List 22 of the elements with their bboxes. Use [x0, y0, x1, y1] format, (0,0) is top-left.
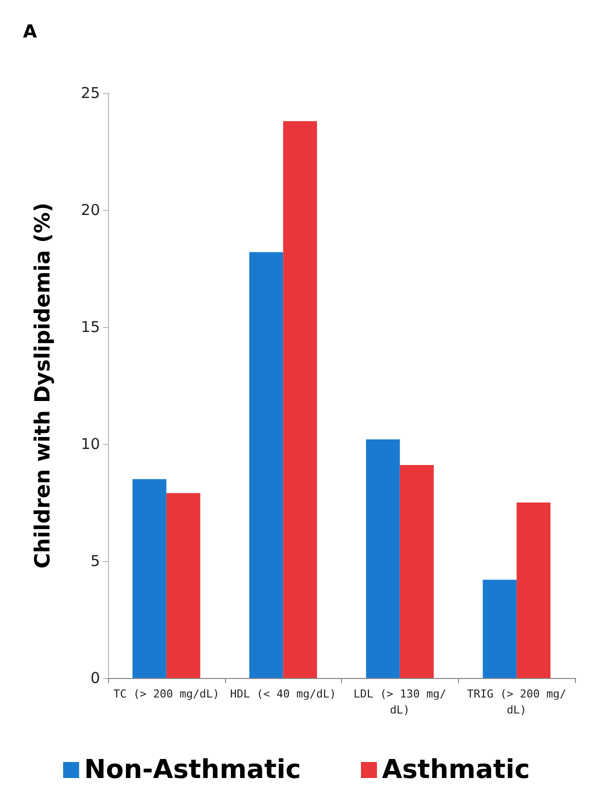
y-tick-label: 25 — [80, 84, 100, 102]
bar — [132, 479, 166, 678]
y-axis-title: Children with Dyslipidemia (%) — [30, 202, 54, 568]
x-tick-label: TC (> 200 mg/dL) — [113, 688, 220, 700]
y-tick-label: 20 — [80, 201, 100, 219]
legend-label: Non-Asthmatic — [84, 755, 301, 785]
x-tick-label: HDL (< 40 mg/dL) — [230, 688, 336, 700]
bar — [482, 580, 517, 678]
bar — [249, 252, 284, 678]
bar — [283, 121, 317, 678]
y-tick-label: 0 — [90, 669, 100, 687]
bar — [366, 439, 400, 678]
legend-label: Asthmatic — [382, 755, 530, 785]
chart-title: A — [23, 22, 37, 42]
bar — [516, 502, 550, 678]
y-tick-label: 5 — [90, 552, 100, 570]
y-tick-label: 10 — [80, 435, 100, 453]
y-tick-label: 15 — [80, 318, 100, 336]
x-tick-label: TRIG (> 200 mg/dL) — [466, 688, 566, 716]
bar — [400, 465, 434, 678]
bar — [166, 493, 200, 678]
x-tick-label: LDL (> 130 mg/dL) — [354, 688, 446, 716]
